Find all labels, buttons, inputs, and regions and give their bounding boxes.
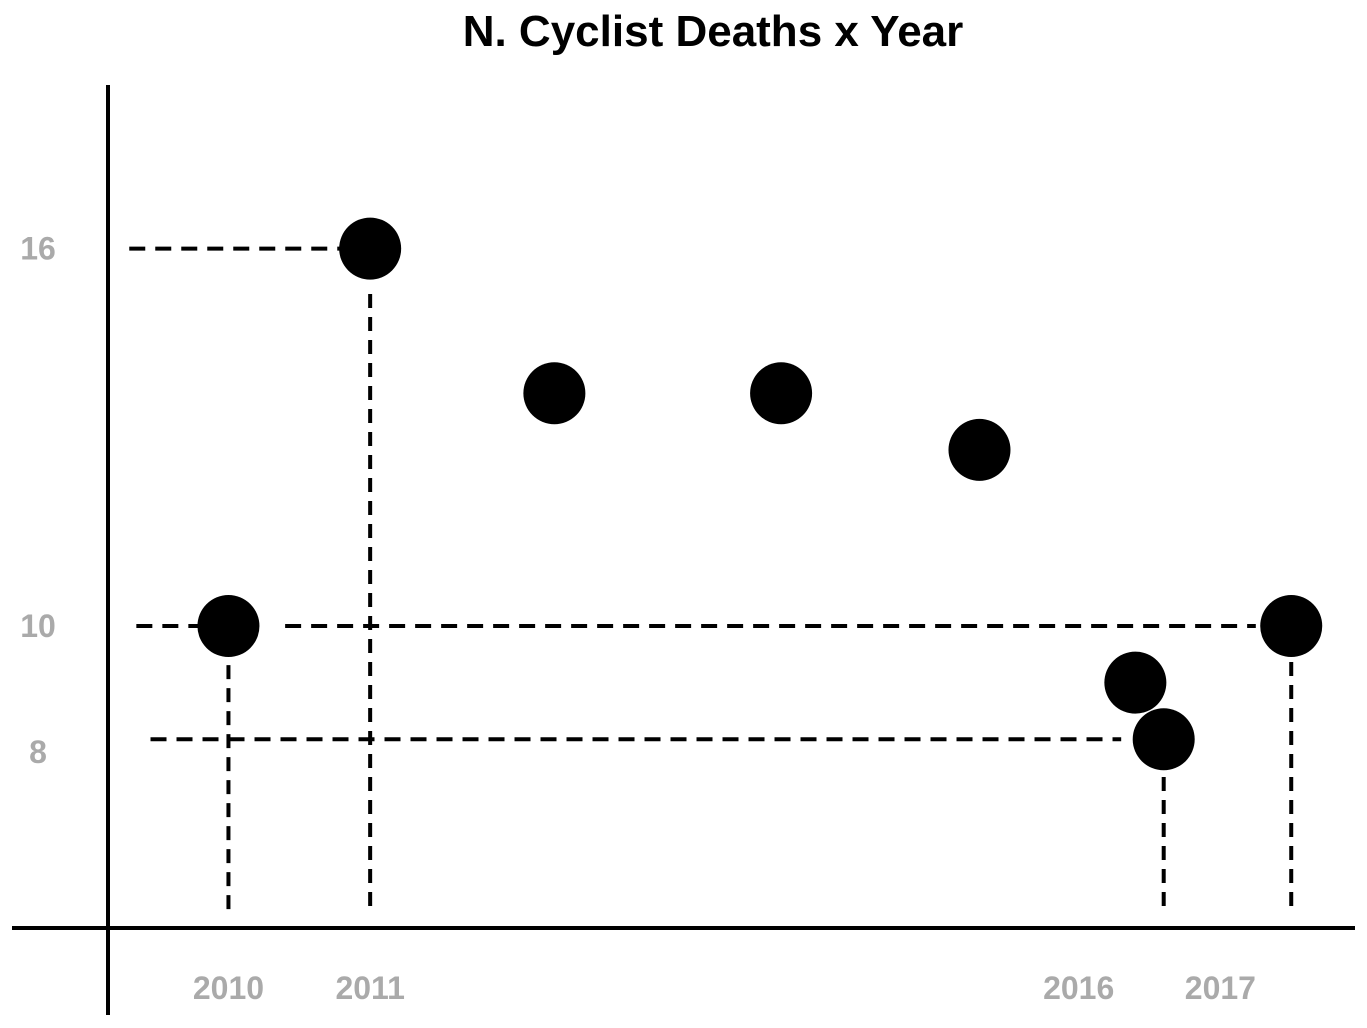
data-point-3 [750,362,813,425]
x-tick-label-2017: 2017 [1185,970,1256,1006]
y-tick-label-10: 10 [20,608,56,644]
x-tick-labels: 2010 2011 2016 2017 [193,970,1256,1006]
data-points [197,217,1323,771]
data-point-2 [523,362,586,425]
chart-title: N. Cyclist Deaths x Year [463,7,964,56]
x-tick-label-2010: 2010 [193,970,264,1006]
data-point-4 [948,418,1011,481]
reference-lines [129,246,1294,910]
x-tick-label-2011: 2011 [335,970,404,1006]
x-tick-label-2016: 2016 [1043,970,1114,1006]
y-tick-label-8: 8 [29,734,47,770]
data-point-6 [1132,708,1195,771]
data-point-0 [197,595,260,658]
y-tick-labels: 16 10 8 [20,231,56,770]
data-point-7 [1260,595,1323,658]
data-point-5 [1104,651,1167,714]
y-tick-label-16: 16 [20,231,56,267]
data-point-1 [339,217,402,280]
